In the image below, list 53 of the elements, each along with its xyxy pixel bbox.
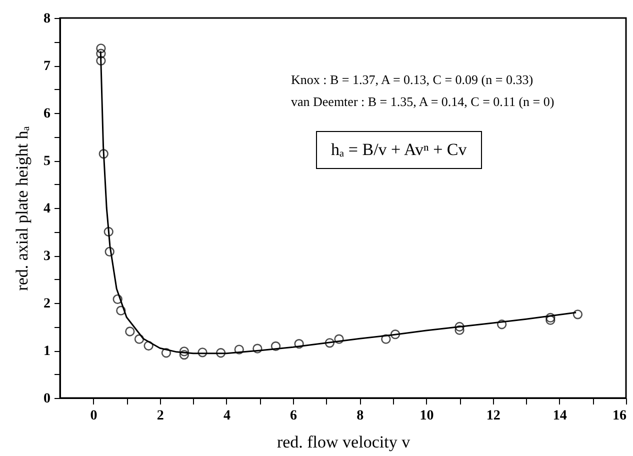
x-axis-title: red. flow velocity v bbox=[276, 432, 411, 452]
y-tick-label: 5 bbox=[44, 154, 50, 169]
point bbox=[546, 315, 556, 325]
point bbox=[198, 348, 208, 358]
point bbox=[546, 312, 556, 323]
point bbox=[116, 306, 126, 316]
point bbox=[125, 326, 135, 336]
point bbox=[334, 334, 344, 344]
point bbox=[161, 348, 172, 358]
point bbox=[390, 330, 400, 340]
annotation: Knox : B = 1.37, A = 0.13, C = 0.09 (n = 0.33) bbox=[291, 72, 534, 88]
y-tick-label: 1 bbox=[44, 344, 50, 359]
point bbox=[234, 344, 244, 354]
point bbox=[98, 149, 108, 159]
x-tick-label: 16 bbox=[612, 408, 626, 424]
y-tick-label: 3 bbox=[44, 249, 50, 264]
point bbox=[454, 325, 464, 335]
point bbox=[216, 348, 226, 358]
x-tick-label: 10 bbox=[420, 408, 434, 424]
x-tick-label: 6 bbox=[290, 408, 298, 424]
point bbox=[572, 310, 583, 320]
point bbox=[104, 226, 114, 237]
y-tick-label: 6 bbox=[44, 106, 50, 122]
point bbox=[96, 44, 106, 54]
point bbox=[270, 341, 281, 352]
point bbox=[454, 322, 464, 332]
point bbox=[96, 56, 106, 66]
point bbox=[104, 246, 114, 257]
y-axis-title: red. axial plate height hₐ bbox=[12, 126, 32, 291]
annotation: hₐ = B/v + Avⁿ + Cv bbox=[316, 131, 482, 169]
x-tick-label: 2 bbox=[156, 408, 164, 424]
point bbox=[252, 344, 262, 354]
point bbox=[381, 334, 391, 344]
y-tick-label: 2 bbox=[44, 296, 50, 312]
point bbox=[144, 340, 154, 351]
x-tick-label: 4 bbox=[223, 408, 230, 424]
x-tick-label: 0 bbox=[90, 408, 98, 424]
point bbox=[179, 346, 190, 356]
x-tick-label: 14 bbox=[552, 408, 567, 424]
x-tick-label: 12 bbox=[486, 408, 500, 424]
point bbox=[134, 334, 144, 344]
point bbox=[496, 320, 507, 330]
point bbox=[112, 294, 122, 304]
y-tick-label: 4 bbox=[44, 202, 50, 216]
x-tick-label: 8 bbox=[356, 408, 364, 424]
point bbox=[179, 350, 190, 360]
y-tick-label: 8 bbox=[44, 12, 50, 26]
point bbox=[294, 339, 304, 349]
y-tick-label: 0 bbox=[44, 392, 50, 406]
point bbox=[96, 48, 106, 58]
point bbox=[324, 338, 335, 348]
y-tick-label: 7 bbox=[44, 59, 50, 74]
annotation: van Deemter : B = 1.35, A = 0.14, C = 0.11 (n = 0) bbox=[291, 94, 554, 110]
